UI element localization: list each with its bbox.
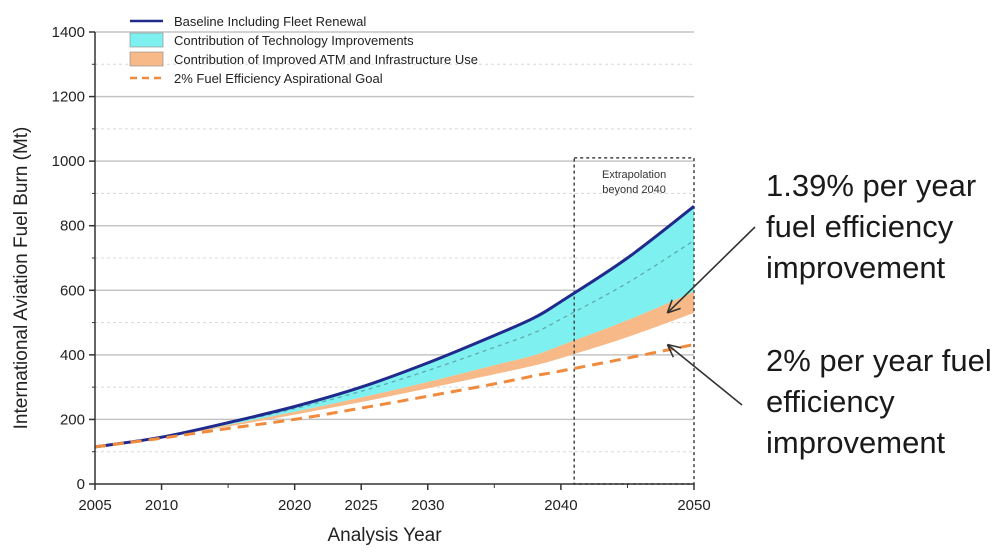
y-axis-title: International Aviation Fuel Burn (Mt) xyxy=(11,127,32,430)
axes: 0 200 400 600 800 1000 1200 1400 2005 2010 2020 202… xyxy=(11,24,711,546)
gridlines xyxy=(95,31,694,453)
legend-swatch-band xyxy=(129,51,164,67)
area-bands xyxy=(94,206,695,448)
legend-swatch-band xyxy=(129,32,164,48)
x-axis-title: Analysis Year xyxy=(327,525,442,546)
extrapolation-label-line-1: Extrapolation xyxy=(602,169,666,181)
y-tick-label: 1000 xyxy=(52,153,85,170)
y-tick-label: 200 xyxy=(60,411,85,428)
annotation-2-line-2: efficiency xyxy=(766,384,895,419)
annotation-1-line-1: 1.39% per year xyxy=(766,168,977,203)
legend: Baseline Including Fleet Renewal Contribu… xyxy=(129,14,478,86)
annotation-1: 1.39% per year fuel efficiency improveme… xyxy=(766,165,976,288)
x-tick-label: 2010 xyxy=(145,497,178,514)
y-tick-label: 800 xyxy=(60,218,85,235)
legend-label: Baseline Including Fleet Renewal xyxy=(174,14,366,29)
x-tick-label: 2040 xyxy=(544,497,577,514)
arrow-1-head-b xyxy=(667,307,681,314)
arrow-2-head-a xyxy=(667,343,682,349)
band-technology xyxy=(95,206,694,447)
series-lines xyxy=(94,205,695,449)
annotation-2-line-1: 2% per year fuel xyxy=(766,343,992,378)
arrow-1-head-a xyxy=(666,299,673,314)
x-tick-label: 2050 xyxy=(677,497,710,514)
x-tick-label: 2025 xyxy=(345,497,378,514)
y-tick-label: 1200 xyxy=(52,89,85,106)
annotation-1-line-3: improvement xyxy=(766,250,946,285)
legend-label: Contribution of Technology Improvements xyxy=(174,33,414,48)
legend-label: 2% Fuel Efficiency Aspirational Goal xyxy=(174,71,383,86)
arrow-1 xyxy=(666,226,756,314)
annotation-1-line-2: fuel efficiency xyxy=(766,209,954,244)
y-tick-label: 0 xyxy=(77,476,85,493)
y-tick-label: 600 xyxy=(60,282,85,299)
annotation-2-line-3: improvement xyxy=(766,425,946,460)
goal-dashed-line xyxy=(94,343,695,449)
legend-label: Contribution of Improved ATM and Infrast… xyxy=(174,52,478,67)
arrow-2 xyxy=(666,343,743,406)
y-tick-label: 400 xyxy=(60,347,85,364)
x-tick-label: 2030 xyxy=(411,497,444,514)
baseline-line xyxy=(94,205,695,449)
annotation-arrows xyxy=(666,226,756,406)
arrow-2-head-b xyxy=(666,344,675,358)
annotation-2: 2% per year fuel efficiency improvement xyxy=(766,340,992,463)
x-tick-label: 2020 xyxy=(278,497,311,514)
x-tick-label: 2005 xyxy=(78,497,111,514)
y-tick-label: 1400 xyxy=(52,24,85,41)
extrapolation-label-line-2: beyond 2040 xyxy=(602,184,666,196)
